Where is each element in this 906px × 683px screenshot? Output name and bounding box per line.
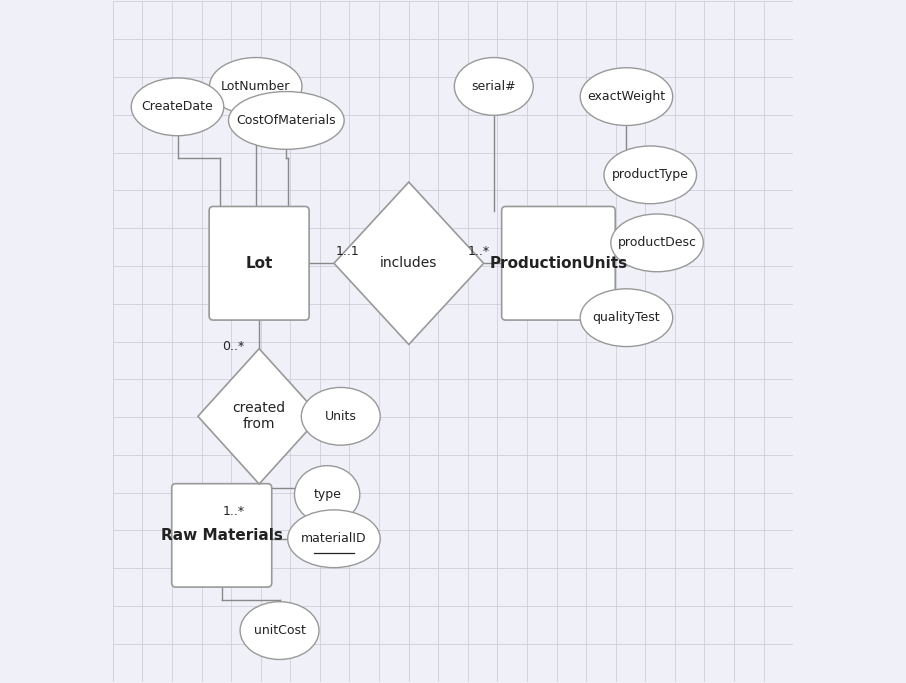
Text: 0..*: 0..* [222, 340, 245, 353]
Ellipse shape [580, 289, 673, 346]
FancyBboxPatch shape [209, 206, 309, 320]
Text: Lot: Lot [246, 255, 273, 270]
Ellipse shape [611, 214, 703, 272]
Text: LotNumber: LotNumber [221, 80, 291, 93]
Text: unitCost: unitCost [254, 624, 305, 637]
FancyBboxPatch shape [172, 484, 272, 587]
Text: materialID: materialID [301, 532, 367, 545]
Text: productDesc: productDesc [618, 236, 697, 249]
Text: 1..*: 1..* [467, 245, 490, 257]
Text: Units: Units [325, 410, 357, 423]
Text: type: type [313, 488, 341, 501]
Text: qualityTest: qualityTest [593, 311, 660, 324]
Ellipse shape [294, 466, 360, 523]
Ellipse shape [604, 146, 697, 204]
Ellipse shape [580, 68, 673, 126]
Text: 1..1: 1..1 [336, 245, 360, 257]
Text: CreateDate: CreateDate [141, 100, 214, 113]
Ellipse shape [302, 387, 381, 445]
Ellipse shape [455, 57, 534, 115]
FancyBboxPatch shape [502, 206, 615, 320]
Text: productType: productType [612, 168, 689, 182]
Text: CostOfMaterials: CostOfMaterials [236, 114, 336, 127]
Polygon shape [198, 348, 321, 484]
Text: ProductionUnits: ProductionUnits [489, 255, 628, 270]
Polygon shape [334, 182, 484, 344]
Ellipse shape [288, 510, 381, 568]
Ellipse shape [131, 78, 224, 136]
Text: Raw Materials: Raw Materials [160, 528, 283, 543]
Text: exactWeight: exactWeight [587, 90, 666, 103]
Text: created
from: created from [233, 401, 285, 432]
Text: serial#: serial# [471, 80, 516, 93]
Ellipse shape [209, 57, 302, 115]
Text: 1..*: 1..* [222, 505, 245, 518]
Ellipse shape [240, 602, 319, 660]
Text: includes: includes [381, 256, 438, 270]
Ellipse shape [228, 92, 344, 150]
